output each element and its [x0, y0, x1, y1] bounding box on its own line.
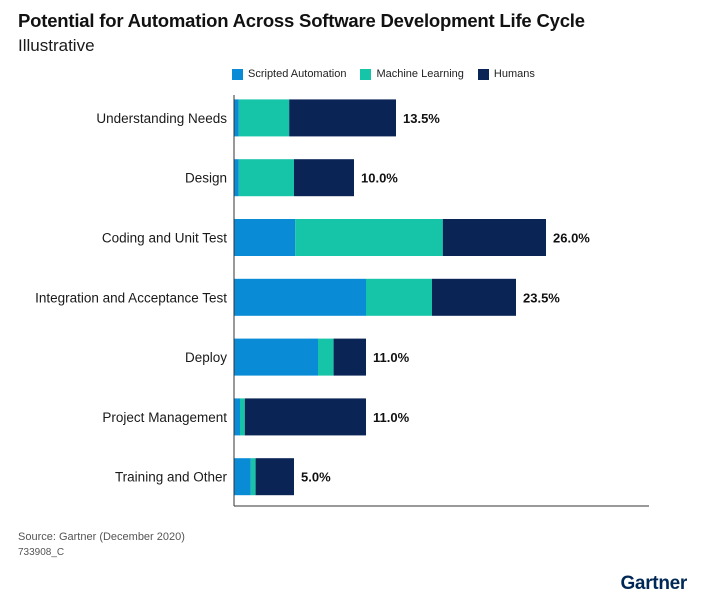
gartner-logo: Gartner [620, 573, 687, 594]
legend-label: Machine Learning [376, 68, 464, 80]
chart-title: Potential for Automation Across Software… [18, 10, 585, 31]
bar-segment-machine-learning [240, 398, 245, 436]
bar-segment-humans [442, 219, 546, 256]
legend-swatch-humans [477, 68, 489, 80]
bar-segment-humans [294, 159, 354, 197]
bar-segment-scripted-automation [234, 338, 318, 376]
source-note: Source: Gartner (December 2020) [18, 531, 185, 543]
legend-item-humans: Humans [477, 68, 535, 80]
bar-segment-scripted-automation [234, 99, 239, 137]
category-label: Training and Other [115, 470, 228, 485]
chart-subtitle: Illustrative [18, 36, 95, 55]
bar-segment-machine-learning [318, 338, 334, 376]
legend-item-scripted-automation: Scripted Automation [232, 68, 346, 80]
legend-item-machine-learning: Machine Learning [360, 68, 464, 80]
total-label: 23.5% [523, 290, 560, 305]
legend-label: Humans [493, 68, 535, 80]
figure-code: 733908_C [18, 547, 65, 558]
bar-segment-machine-learning [238, 159, 294, 197]
bar-segment-scripted-automation [234, 219, 296, 256]
bar-segment-humans [289, 99, 396, 137]
bar-segment-machine-learning [250, 458, 256, 496]
total-label: 11.0% [373, 350, 410, 365]
category-label: Deploy [185, 350, 227, 365]
total-label: 26.0% [553, 231, 590, 246]
category-label: Understanding Needs [96, 111, 227, 126]
bar-segment-humans [432, 278, 516, 316]
category-label: Coding and Unit Test [102, 231, 227, 246]
bar-segment-scripted-automation [234, 398, 240, 436]
total-label: 11.0% [373, 410, 410, 425]
total-label: 5.0% [301, 470, 331, 485]
bar-segment-machine-learning [366, 278, 432, 316]
bar-segment-machine-learning [295, 219, 443, 256]
bar-segment-scripted-automation [234, 278, 366, 316]
total-label: 10.0% [361, 171, 398, 186]
legend-swatch-scripted-automation [232, 68, 243, 80]
bar-segment-machine-learning [238, 99, 290, 137]
bar-segment-humans [244, 398, 366, 436]
bar-segment-scripted-automation [234, 159, 239, 197]
legend-swatch-machine-learning [360, 68, 372, 80]
bar-segment-humans [333, 338, 366, 376]
bar-segment-humans [255, 458, 294, 496]
legend-label: Scripted Automation [248, 68, 347, 80]
bar-segment-scripted-automation [234, 458, 251, 496]
total-label: 13.5% [403, 111, 440, 126]
category-label: Design [185, 171, 227, 186]
category-label: Integration and Acceptance Test [35, 290, 227, 305]
legend: Scripted Automation Machine Learning Hum… [232, 66, 549, 82]
category-label: Project Management [102, 410, 227, 425]
